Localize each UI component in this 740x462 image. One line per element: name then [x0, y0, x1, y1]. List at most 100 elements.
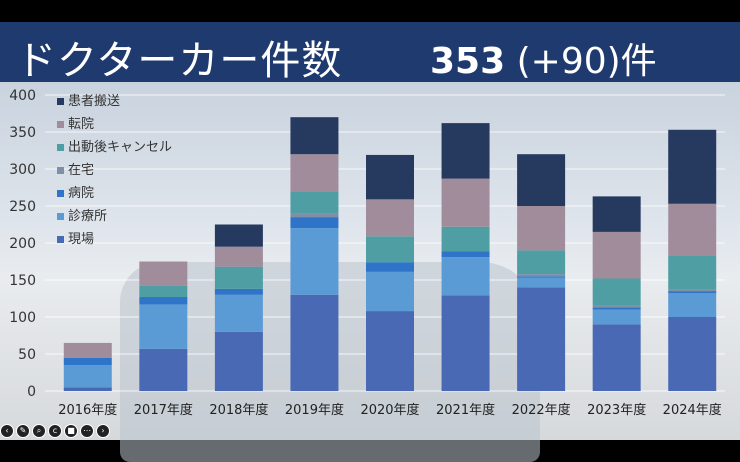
bar-segment	[63, 342, 112, 358]
x-tick-label: 2024年度	[663, 402, 722, 418]
stop-icon[interactable]: ■	[64, 424, 78, 438]
x-tick-label: 2016年度	[58, 402, 117, 418]
y-tick-label: 50	[18, 347, 36, 363]
bar-segment	[441, 178, 490, 227]
bar-segment	[214, 331, 263, 391]
bar-segment	[290, 154, 339, 192]
bar-segment	[290, 217, 339, 229]
bar-segment	[290, 117, 339, 155]
y-tick-label: 200	[9, 236, 36, 252]
bar-segment	[441, 226, 490, 252]
bar-segment	[290, 294, 339, 391]
pen-icon[interactable]: ✎	[16, 424, 30, 438]
bar-segment	[214, 288, 263, 295]
bar-segment	[139, 348, 188, 391]
next-icon[interactable]: ›	[96, 424, 110, 438]
y-tick-label: 250	[9, 199, 36, 215]
x-tick-label: 2017年度	[134, 402, 193, 418]
bar-segment	[668, 289, 717, 292]
bar-segment	[366, 236, 414, 263]
bar-segment	[366, 262, 414, 272]
x-tick-label: 2021年度	[436, 402, 495, 418]
legend-swatch	[57, 190, 64, 197]
bar-segment	[290, 228, 339, 295]
y-tick-label: 0	[27, 384, 36, 400]
bar-segment	[668, 317, 717, 391]
bar-segment	[517, 154, 566, 206]
legend-label: 患者搬送	[68, 94, 120, 109]
total-count: 353 (+90)件	[430, 32, 657, 84]
bar-segment	[214, 224, 263, 247]
cc-icon[interactable]: c	[48, 424, 62, 438]
legend-label: 在宅	[68, 163, 94, 178]
bar-segment	[517, 276, 566, 278]
bar-segment	[668, 255, 717, 290]
more-icon[interactable]: ⋯	[80, 424, 94, 438]
bar-segment	[139, 304, 188, 349]
bar-segment	[139, 297, 188, 305]
bar-segment	[214, 294, 263, 332]
legend-label: 病院	[68, 186, 94, 201]
bar-segment	[214, 266, 263, 289]
bar-segment	[290, 191, 339, 214]
y-tick-label: 150	[9, 273, 36, 289]
bar-segment	[517, 277, 566, 288]
bar-segment	[517, 287, 566, 391]
prev-icon[interactable]: ‹	[0, 424, 14, 438]
legend-label: 診療所	[68, 208, 107, 224]
x-tick-label: 2022年度	[512, 402, 571, 418]
page-title: ドクターカー件数	[16, 38, 343, 84]
x-tick-label: 2018年度	[209, 402, 268, 418]
bar-segment	[139, 285, 188, 298]
legend-swatch	[57, 213, 64, 220]
slide-controls: ‹ ✎ ⌕ c ■ ⋯ ›	[0, 424, 110, 438]
bar-segment	[517, 250, 566, 275]
bar-segment	[592, 324, 641, 391]
bar-segment	[366, 199, 414, 237]
stacked-bar-chart: 0 50 100 150 200 250 300 350 400 2016年度 2017年度 2018…	[9, 88, 725, 418]
bar-segment	[592, 278, 641, 306]
bar-segment	[63, 357, 112, 366]
y-tick-label: 350	[9, 125, 36, 141]
legend-swatch	[57, 236, 64, 243]
bar-segment	[366, 271, 414, 312]
y-tick-label: 300	[9, 162, 36, 178]
bar-segment	[592, 307, 641, 310]
bar-segment	[63, 387, 112, 391]
zoom-icon[interactable]: ⌕	[32, 424, 46, 438]
legend-label: 転院	[68, 117, 94, 132]
x-tick-label: 2023年度	[587, 402, 646, 418]
bar-segment	[668, 293, 717, 317]
bar-segment	[214, 246, 263, 267]
bar-segment	[63, 365, 112, 388]
x-tick-label: 2020年度	[360, 402, 419, 418]
bar-segment	[441, 295, 490, 391]
bar-segment	[592, 305, 641, 308]
bar-segment	[592, 309, 641, 325]
bar-segment	[290, 213, 339, 218]
total-delta: (+90)件	[516, 41, 657, 82]
y-tick-label: 100	[9, 310, 36, 326]
legend-label: 現場	[68, 232, 94, 247]
bar-segment	[441, 123, 490, 179]
bar-segment	[441, 251, 490, 258]
legend-swatch	[57, 144, 64, 151]
legend-swatch	[57, 167, 64, 174]
y-tick-label: 400	[9, 88, 36, 104]
bar-segment	[517, 274, 566, 277]
legend-swatch	[57, 98, 64, 105]
bar-segment	[441, 257, 490, 296]
x-tick-label: 2019年度	[285, 402, 344, 418]
bar-segment	[366, 311, 414, 391]
bar-segment	[139, 261, 188, 286]
bar-segment	[668, 291, 717, 294]
bar-segment	[668, 129, 717, 204]
bar-segment	[668, 203, 717, 256]
legend-swatch	[57, 121, 64, 128]
bar-segment	[592, 196, 641, 232]
bar-segment	[517, 206, 566, 251]
bar-segment	[592, 231, 641, 279]
bar-segment	[366, 154, 414, 200]
total-number: 353	[430, 41, 506, 82]
legend-label: 出動後キャンセル	[68, 140, 172, 155]
